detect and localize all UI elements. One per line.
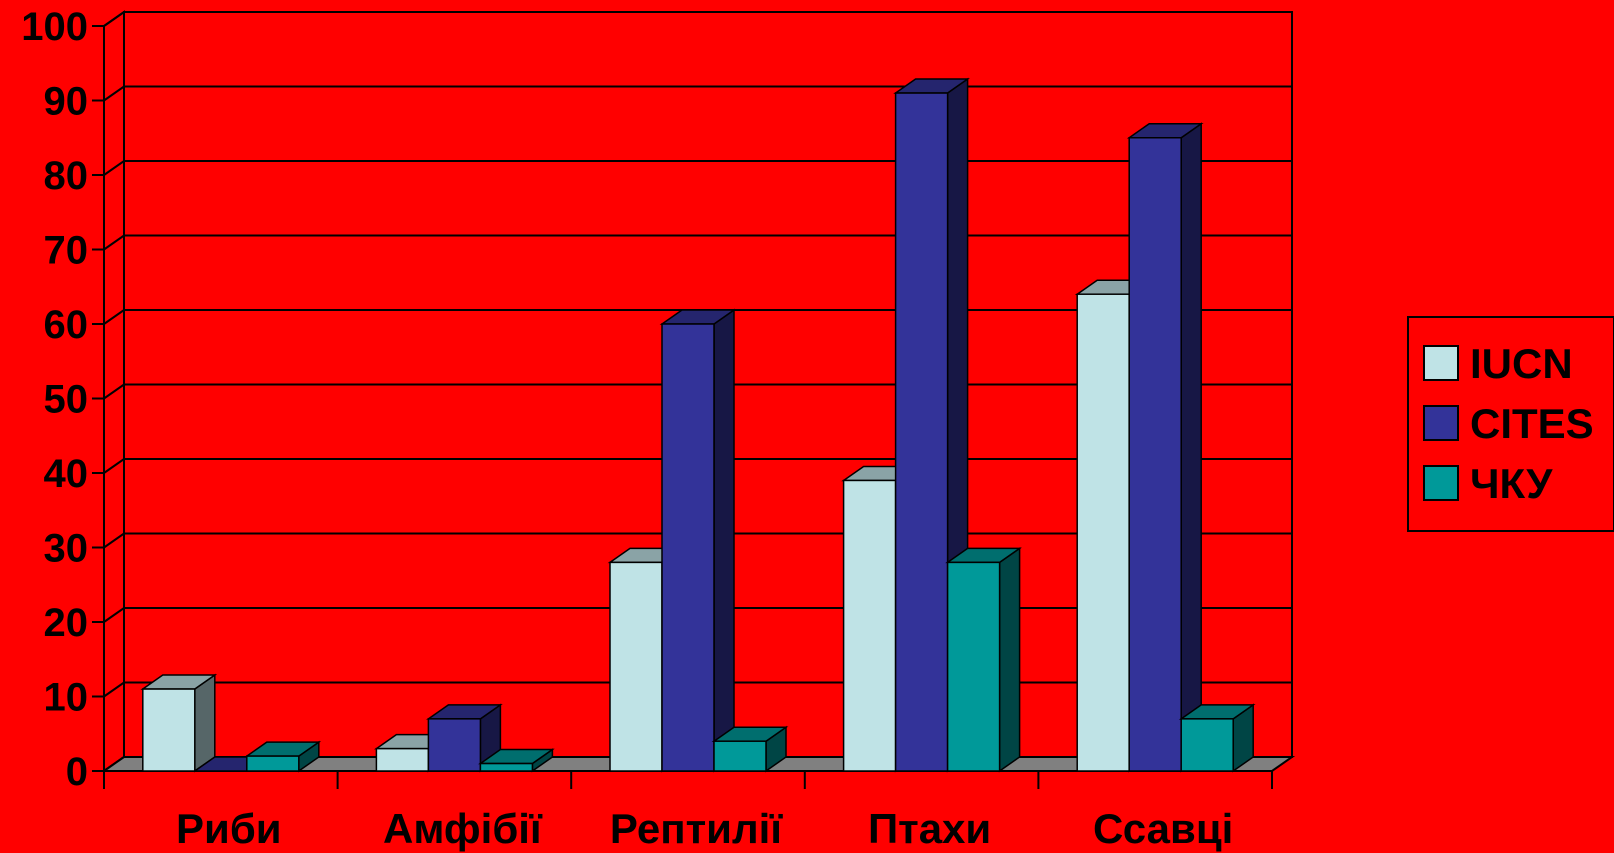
bars <box>140 77 1256 773</box>
category-label: Ссавці <box>1093 805 1233 852</box>
bar-front <box>1180 718 1234 772</box>
bar-front <box>427 718 482 772</box>
y-tick-label: 40 <box>44 452 89 496</box>
bar-front <box>246 755 300 772</box>
y-tick-label: 0 <box>66 750 88 794</box>
y-tick-label: 50 <box>44 378 89 422</box>
bar <box>1178 703 1256 773</box>
gridline <box>103 11 1292 27</box>
bar-side <box>1180 122 1202 773</box>
legend-swatch <box>1423 465 1459 501</box>
legend-label: CITES <box>1470 400 1594 447</box>
bar <box>244 740 322 773</box>
gridline <box>103 160 1292 176</box>
legend-label: IUCN <box>1470 340 1573 387</box>
bar-front <box>609 561 663 772</box>
y-tick-label: 10 <box>44 676 89 720</box>
bar-front <box>142 688 196 772</box>
y-tick-label: 80 <box>44 154 89 198</box>
bar-front <box>842 479 897 772</box>
bar <box>711 725 789 773</box>
y-tick-label: 30 <box>44 527 89 571</box>
gridline <box>103 234 1292 251</box>
y-tick-label: 100 <box>21 5 88 49</box>
bar-side <box>713 308 735 773</box>
y-tick-label: 90 <box>44 80 89 124</box>
bar-front <box>661 323 715 772</box>
category-label: Птахи <box>868 805 991 852</box>
category-label: Амфібії <box>383 805 543 852</box>
bar-front <box>713 740 767 772</box>
bar-front <box>375 747 430 772</box>
y-tick-label: 60 <box>44 303 89 347</box>
category-label: Рептилії <box>610 805 783 852</box>
gridline <box>103 85 1292 102</box>
legend-swatch <box>1423 345 1459 381</box>
bar-front <box>894 92 949 772</box>
bar <box>140 673 218 773</box>
bar <box>945 546 1022 773</box>
legend-label: ЧКУ <box>1470 460 1553 507</box>
legend-item[interactable]: ЧКУ <box>1423 460 1553 507</box>
legend-item[interactable]: CITES <box>1423 400 1594 447</box>
bar-side <box>998 546 1021 773</box>
bar-front <box>1076 293 1130 772</box>
y-tick-label: 20 <box>44 601 89 645</box>
legend[interactable]: IUCN CITES ЧКУ <box>1407 316 1614 532</box>
bar-front <box>1128 137 1182 772</box>
bar-front <box>946 561 1001 772</box>
x-axis: Риби Амфібії Рептилії Птахи Ссавці <box>103 770 1273 852</box>
legend-swatch <box>1423 405 1459 441</box>
category-label: Риби <box>176 805 282 852</box>
y-tick-label: 70 <box>44 229 89 273</box>
bar-side <box>194 673 216 773</box>
bar-front <box>479 762 534 772</box>
bar <box>426 703 503 773</box>
y-axis: 0 10 20 30 40 50 60 70 80 90 100 <box>21 5 105 794</box>
bar <box>478 748 555 773</box>
bar <box>1126 122 1204 773</box>
legend-item[interactable]: IUCN <box>1423 340 1573 387</box>
bar <box>659 308 737 773</box>
